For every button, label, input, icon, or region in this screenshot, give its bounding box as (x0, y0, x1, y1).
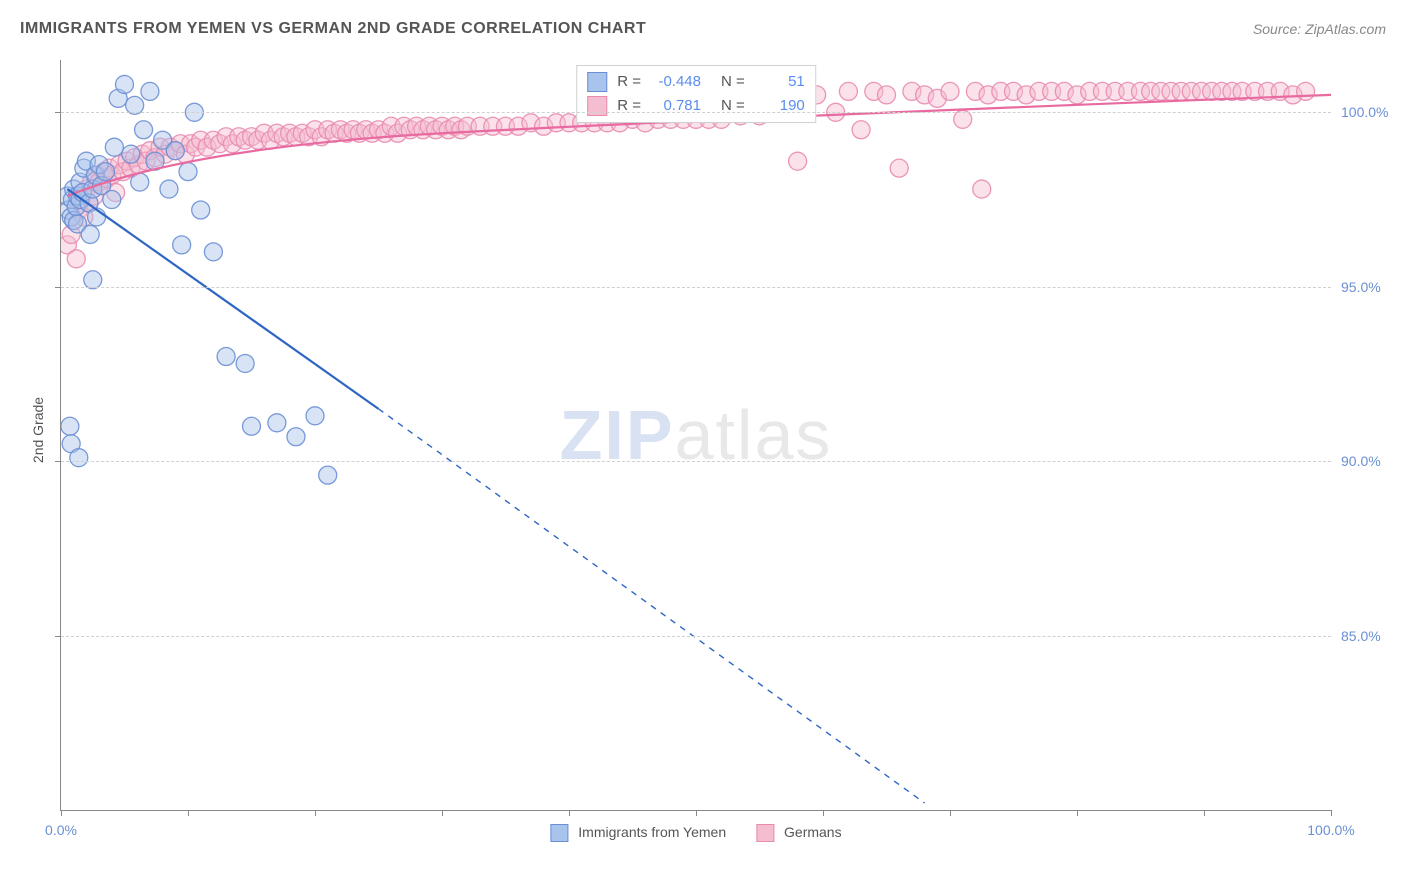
header: IMMIGRANTS FROM YEMEN VS GERMAN 2ND GRAD… (20, 20, 1386, 38)
legend-item-germans: Germans (756, 824, 841, 842)
gridline (61, 461, 1331, 462)
stats-row-1: R = -0.448 N = 51 (587, 70, 805, 94)
r-label-1: R = (617, 70, 641, 94)
y-axis-title: 2nd Grade (30, 397, 46, 463)
plot-area: ZIPatlas R = -0.448 N = 51 R = 0.781 N =… (60, 60, 1331, 811)
legend: Immigrants from Yemen Germans (550, 824, 841, 842)
x-tick (61, 810, 62, 816)
y-tick-label: 85.0% (1341, 628, 1401, 644)
r-label-2: R = (617, 94, 641, 118)
gridline (61, 112, 1331, 113)
n-value-1: 51 (755, 70, 805, 94)
gridline (61, 636, 1331, 637)
n-label-2: N = (721, 94, 745, 118)
stats-box: R = -0.448 N = 51 R = 0.781 N = 190 (576, 65, 816, 123)
x-tick-minor (696, 810, 697, 816)
x-tick-minor (569, 810, 570, 816)
legend-label-yemen: Immigrants from Yemen (578, 824, 726, 840)
y-tick-label: 90.0% (1341, 453, 1401, 469)
y-tick (55, 287, 61, 288)
legend-swatch-germans (756, 824, 774, 842)
legend-swatch-yemen (550, 824, 568, 842)
stats-row-2: R = 0.781 N = 190 (587, 94, 805, 118)
x-tick-minor (950, 810, 951, 816)
legend-label-germans: Germans (784, 824, 842, 840)
y-tick (55, 461, 61, 462)
x-tick-minor (1204, 810, 1205, 816)
gridline (61, 287, 1331, 288)
y-tick (55, 112, 61, 113)
n-label-1: N = (721, 70, 745, 94)
chart-svg (61, 60, 1331, 810)
x-tick-minor (1077, 810, 1078, 816)
n-value-2: 190 (755, 94, 805, 118)
x-tick-label: 100.0% (1307, 822, 1354, 838)
x-tick-minor (315, 810, 316, 816)
source-label: Source: ZipAtlas.com (1253, 21, 1386, 37)
y-tick-label: 100.0% (1341, 104, 1401, 120)
chart-title: IMMIGRANTS FROM YEMEN VS GERMAN 2ND GRAD… (20, 20, 646, 38)
x-tick (1331, 810, 1332, 816)
r-value-1: -0.448 (651, 70, 701, 94)
x-tick-label: 0.0% (45, 822, 77, 838)
y-tick-label: 95.0% (1341, 279, 1401, 295)
legend-item-yemen: Immigrants from Yemen (550, 824, 726, 842)
x-tick-minor (823, 810, 824, 816)
x-tick-minor (442, 810, 443, 816)
stats-swatch-yemen (587, 72, 607, 92)
r-value-2: 0.781 (651, 94, 701, 118)
x-tick-minor (188, 810, 189, 816)
y-tick (55, 636, 61, 637)
